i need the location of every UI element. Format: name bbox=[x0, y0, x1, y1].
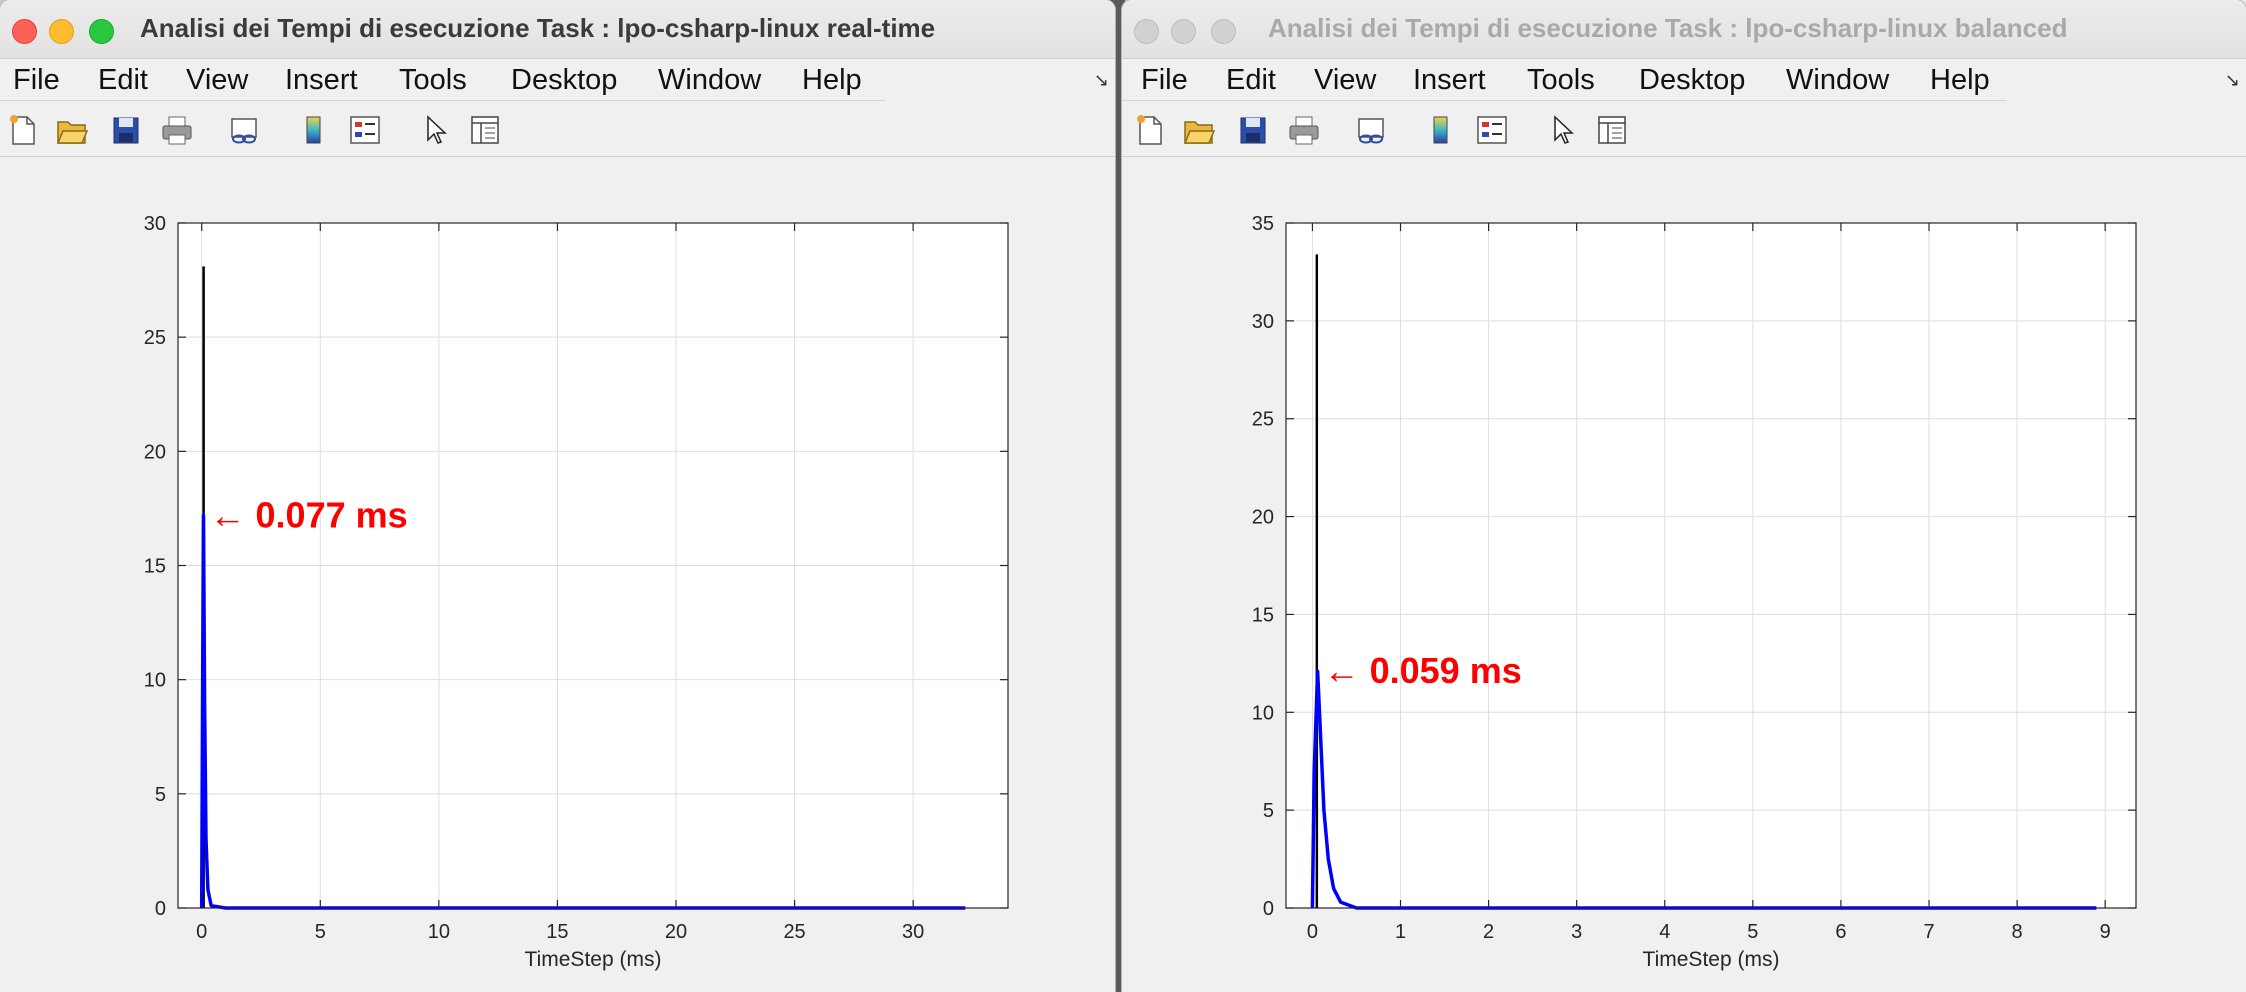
x-tick-label: 4 bbox=[1659, 921, 1670, 943]
x-tick-label: 15 bbox=[546, 921, 568, 943]
menu-insert[interactable]: Insert bbox=[1413, 64, 1486, 96]
minimize-window-button[interactable] bbox=[1171, 19, 1196, 44]
axes-frame bbox=[1285, 222, 2137, 909]
axes-frame bbox=[177, 222, 1009, 909]
figure-window-balanced[interactable]: Analisi dei Tempi di esecuzione Task : l… bbox=[1122, 0, 2246, 992]
x-tick-label: 6 bbox=[1835, 921, 1846, 943]
y-tick-label: 20 bbox=[1252, 507, 1274, 529]
menu-tools[interactable]: Tools bbox=[399, 64, 467, 96]
undock-arrow-icon[interactable]: ↘ bbox=[2224, 70, 2240, 90]
menu-help[interactable]: Help bbox=[802, 64, 862, 96]
x-tick-label: 0 bbox=[1307, 921, 1318, 943]
peak-annotation: ← 0.059 ms bbox=[1324, 650, 1522, 691]
menu-file[interactable]: File bbox=[1141, 64, 1188, 96]
figure-toolbar bbox=[1122, 101, 2246, 157]
colorbar-icon[interactable] bbox=[1424, 113, 1458, 147]
y-tick-label: 35 bbox=[1252, 213, 1274, 235]
y-tick-label: 10 bbox=[144, 670, 166, 692]
x-axis-label: TimeStep (ms) bbox=[1643, 948, 1780, 971]
open-folder-icon[interactable] bbox=[55, 113, 89, 147]
y-tick-label: 15 bbox=[144, 556, 166, 578]
y-tick-label: 10 bbox=[1252, 702, 1274, 724]
menu-desktop[interactable]: Desktop bbox=[1639, 64, 1746, 96]
figure-window-real-time[interactable]: Analisi dei Tempi di esecuzione Task : l… bbox=[0, 0, 1115, 992]
x-tick-label: 7 bbox=[1923, 921, 1934, 943]
y-tick-label: 0 bbox=[155, 898, 166, 920]
legend-icon[interactable] bbox=[348, 113, 382, 147]
property-inspector-icon[interactable] bbox=[468, 113, 502, 147]
open-folder-icon[interactable] bbox=[1182, 113, 1216, 147]
print-icon[interactable] bbox=[1287, 113, 1321, 147]
y-tick-label: 15 bbox=[1252, 604, 1274, 626]
x-tick-label: 8 bbox=[2012, 921, 2023, 943]
menu-view[interactable]: View bbox=[1314, 64, 1377, 96]
maximize-window-button[interactable] bbox=[1211, 19, 1236, 44]
x-axis-label: TimeStep (ms) bbox=[525, 948, 662, 971]
minimize-window-button[interactable] bbox=[49, 19, 74, 44]
x-tick-label: 30 bbox=[902, 921, 924, 943]
menu-edit[interactable]: Edit bbox=[1226, 64, 1276, 96]
plot-area: 0 1 2 3 4 5 6 7 8 9 0 5 10 15 20 25 30 35 TimeStep (ms) ← 0… bbox=[1122, 157, 2246, 992]
print-icon[interactable] bbox=[160, 113, 194, 147]
new-figure-icon[interactable] bbox=[1133, 113, 1167, 147]
menu-window[interactable]: Window bbox=[658, 64, 762, 96]
x-tick-label: 1 bbox=[1395, 921, 1406, 943]
x-tick-label: 25 bbox=[783, 921, 805, 943]
axes-background bbox=[1286, 223, 2136, 908]
legend-icon[interactable] bbox=[1475, 113, 1509, 147]
pointer-icon[interactable] bbox=[419, 113, 453, 147]
menu-file[interactable]: File bbox=[13, 64, 60, 96]
x-tick-label: 3 bbox=[1571, 921, 1582, 943]
y-tick-label: 25 bbox=[144, 327, 166, 349]
window-titlebar[interactable]: Analisi dei Tempi di esecuzione Task : l… bbox=[1122, 0, 2246, 59]
x-tick-label: 10 bbox=[428, 921, 450, 943]
y-tick-label: 30 bbox=[1252, 311, 1274, 333]
y-tick-label: 5 bbox=[1263, 800, 1274, 822]
y-tick-label: 5 bbox=[155, 784, 166, 806]
y-tick-label: 0 bbox=[1263, 898, 1274, 920]
window-titlebar[interactable]: Analisi dei Tempi di esecuzione Task : l… bbox=[0, 0, 1115, 59]
x-tick-label: 9 bbox=[2100, 921, 2111, 943]
property-inspector-icon[interactable] bbox=[1595, 113, 1629, 147]
y-tick-label: 30 bbox=[144, 213, 166, 235]
menu-tools[interactable]: Tools bbox=[1527, 64, 1595, 96]
menu-view[interactable]: View bbox=[186, 64, 249, 96]
window-title: Analisi dei Tempi di esecuzione Task : l… bbox=[1268, 13, 2068, 43]
menu-desktop[interactable]: Desktop bbox=[511, 64, 618, 96]
x-tick-label: 20 bbox=[665, 921, 687, 943]
figure-toolbar bbox=[0, 101, 1115, 157]
menu-insert[interactable]: Insert bbox=[285, 64, 358, 96]
x-tick-label: 5 bbox=[315, 921, 326, 943]
save-icon[interactable] bbox=[109, 113, 143, 147]
window-title: Analisi dei Tempi di esecuzione Task : l… bbox=[140, 13, 936, 43]
line-chart[interactable]: 0 1 2 3 4 5 6 7 8 9 0 5 10 15 20 25 30 35 TimeStep (ms) ← 0… bbox=[1122, 157, 2246, 992]
close-window-button[interactable] bbox=[1134, 19, 1159, 44]
undock-arrow-icon[interactable]: ↘ bbox=[1093, 70, 1109, 90]
save-icon[interactable] bbox=[1236, 113, 1270, 147]
y-tick-label: 25 bbox=[1252, 409, 1274, 431]
menu-help[interactable]: Help bbox=[1930, 64, 1990, 96]
colorbar-icon[interactable] bbox=[297, 113, 331, 147]
link-plot-icon[interactable] bbox=[1354, 113, 1388, 147]
menu-bar: File Edit View Insert Tools Desktop Wind… bbox=[0, 59, 1115, 101]
peak-annotation: ← 0.077 ms bbox=[210, 494, 408, 535]
x-tick-label: 0 bbox=[196, 921, 207, 943]
line-chart[interactable]: 0 5 10 15 20 25 30 0 5 10 15 20 25 30 TimeStep (ms) ← 0… bbox=[0, 157, 1115, 992]
menu-bar: File Edit View Insert Tools Desktop Wind… bbox=[1122, 59, 2246, 101]
plot-area: 0 5 10 15 20 25 30 0 5 10 15 20 25 30 TimeStep (ms) ← 0… bbox=[0, 157, 1115, 992]
x-tick-label: 5 bbox=[1747, 921, 1758, 943]
menu-window[interactable]: Window bbox=[1786, 64, 1890, 96]
x-tick-label: 2 bbox=[1483, 921, 1494, 943]
link-plot-icon[interactable] bbox=[227, 113, 261, 147]
pointer-icon[interactable] bbox=[1546, 113, 1580, 147]
menu-edit[interactable]: Edit bbox=[98, 64, 148, 96]
maximize-window-button[interactable] bbox=[89, 19, 114, 44]
y-tick-label: 20 bbox=[144, 441, 166, 463]
close-window-button[interactable] bbox=[12, 19, 37, 44]
new-figure-icon[interactable] bbox=[6, 113, 40, 147]
